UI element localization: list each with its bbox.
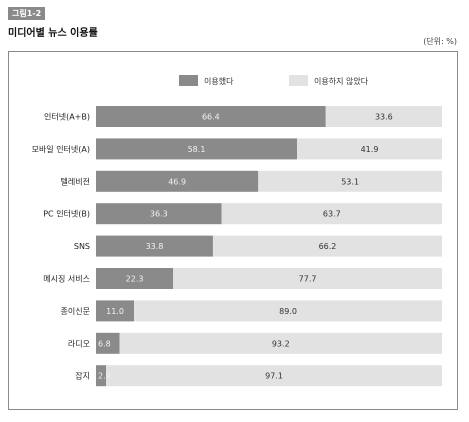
- bar-used: [96, 235, 213, 257]
- bar-used: [96, 365, 107, 387]
- legend-swatch-used: [179, 75, 198, 86]
- legend-label-not-used: 이용하지 않았다: [314, 76, 369, 86]
- category-label: 메시징 서비스: [43, 274, 90, 284]
- bar-not-used: [173, 268, 442, 289]
- value-label-not-used: 77.7: [299, 275, 317, 284]
- bar-used: [96, 106, 326, 127]
- category-label: 잡지: [75, 371, 90, 381]
- bar-used: [96, 138, 298, 160]
- bar-not-used: [134, 300, 442, 322]
- bar-used: [96, 170, 259, 192]
- value-label-not-used: 33.6: [375, 113, 393, 122]
- unit-label: (단위: %): [423, 37, 457, 46]
- value-label-used: 36.3: [150, 210, 168, 219]
- value-label-not-used: 53.1: [341, 177, 359, 186]
- bar-used: [96, 268, 174, 289]
- value-label-not-used: 66.2: [319, 242, 337, 251]
- bar-used: [96, 332, 120, 354]
- bar-not-used: [106, 365, 442, 387]
- value-label-not-used: 63.7: [323, 210, 341, 219]
- bar-not-used: [221, 203, 442, 225]
- value-label-used: 22.3: [126, 275, 144, 284]
- value-label-not-used: 97.1: [265, 372, 283, 381]
- category-label: 모바일 인터넷(A): [32, 144, 90, 154]
- chart-title: 미디어별 뉴스 이용률: [8, 28, 98, 39]
- category-label: 텔레비전: [61, 176, 90, 186]
- value-label-not-used: 93.2: [272, 339, 290, 348]
- value-label-used: 33.8: [146, 242, 164, 251]
- bar-not-used: [297, 138, 442, 160]
- bar-not-used: [212, 235, 442, 257]
- category-label: 종이신문: [61, 306, 90, 316]
- value-label-used: 46.9: [168, 177, 186, 186]
- value-label-used: 11.0: [106, 307, 124, 316]
- category-label: PC 인터넷(B): [43, 209, 90, 219]
- value-label-used: 6.8: [98, 339, 111, 348]
- legend-swatch-not-used: [289, 75, 308, 86]
- bar-not-used: [258, 170, 442, 192]
- value-label-used: 66.4: [202, 113, 220, 122]
- value-label-not-used: 89.0: [279, 307, 297, 316]
- category-label: 인터넷(A+B): [44, 112, 90, 122]
- bar-used: [96, 203, 222, 225]
- bar-used: [96, 300, 135, 322]
- value-label-used: 2.9: [98, 372, 111, 381]
- value-label-used: 58.1: [188, 145, 206, 154]
- category-label: 라디오: [68, 339, 90, 348]
- bar-not-used: [119, 332, 442, 354]
- bar-not-used: [325, 106, 442, 127]
- figure-tag: 그림1-2: [8, 7, 46, 20]
- category-label: SNS: [74, 242, 90, 251]
- value-label-not-used: 41.9: [361, 145, 379, 154]
- legend-label-used: 이용했다: [204, 76, 234, 86]
